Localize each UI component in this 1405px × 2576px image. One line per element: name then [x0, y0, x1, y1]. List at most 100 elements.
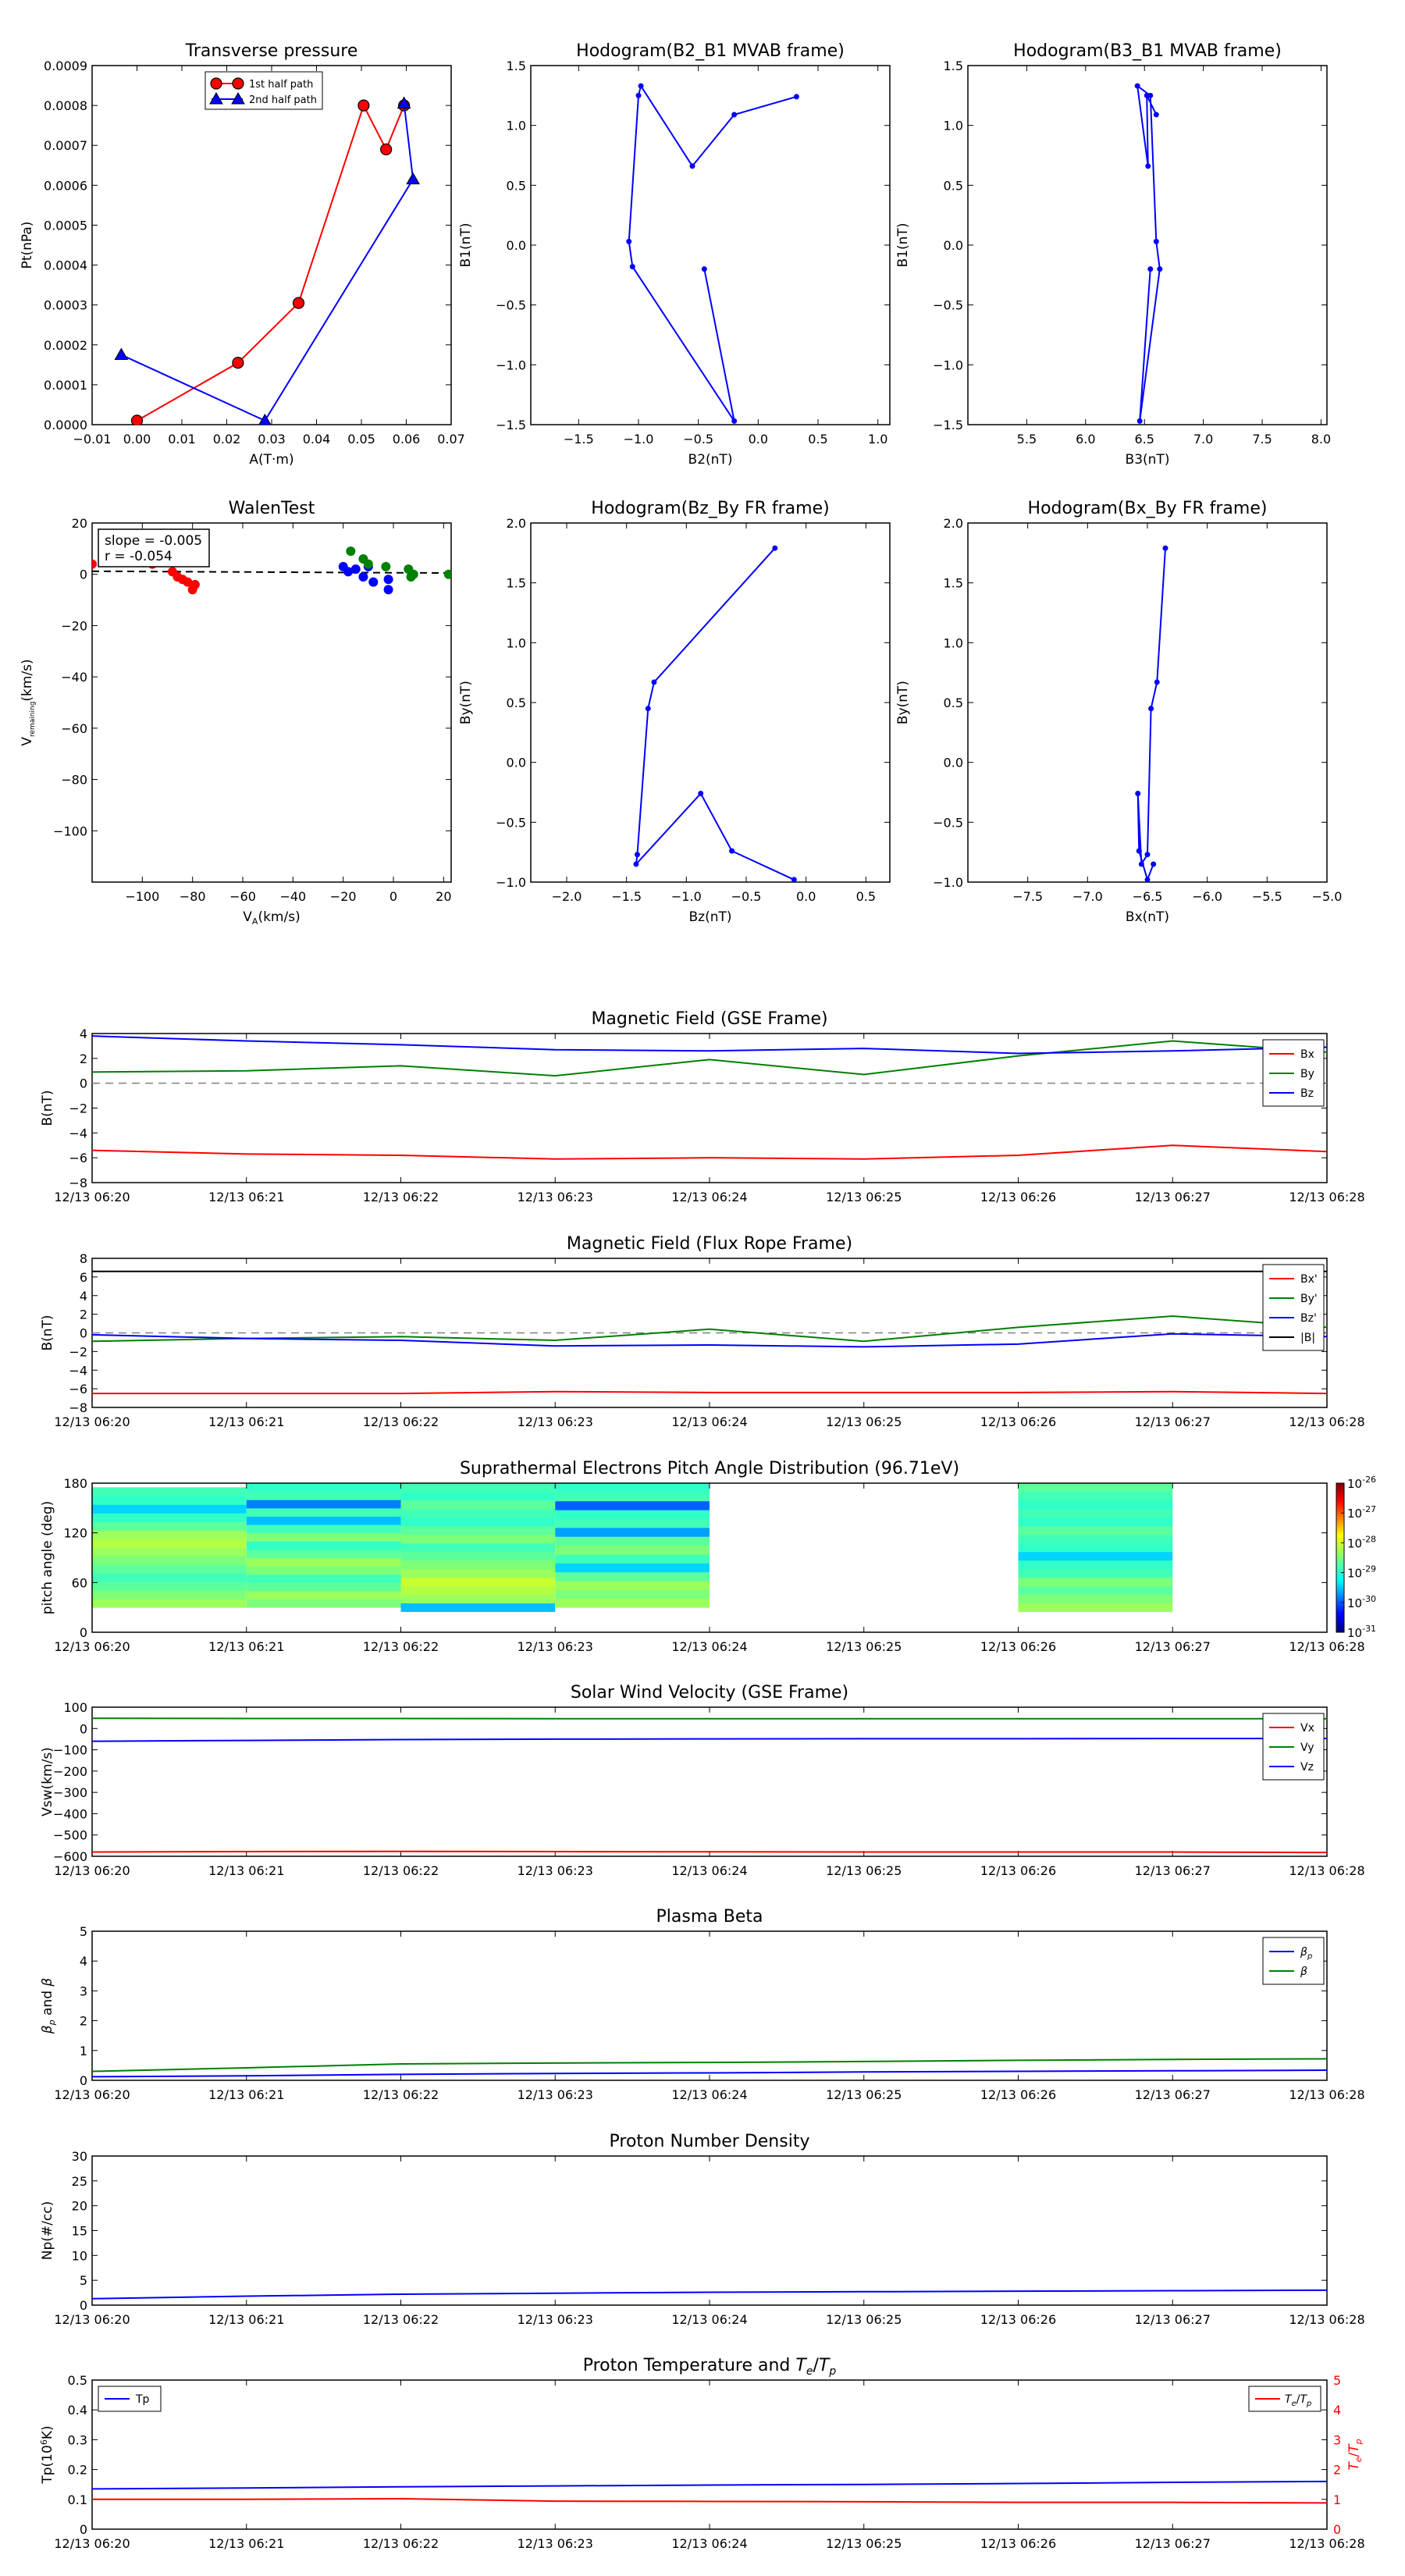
chart-title: Magnetic Field (GSE Frame)	[591, 1009, 827, 1029]
heatmap-cell	[92, 1504, 247, 1514]
x-tick-label: −0.5	[683, 432, 713, 447]
x-axis-label: Bz(nT)	[688, 909, 731, 925]
legend-label: By'	[1300, 1293, 1318, 1305]
x-tick-label: 12/13 06:22	[363, 2312, 439, 2327]
y-tick-label: 5	[80, 2273, 87, 2288]
legend-label-main: β	[1300, 1966, 1307, 1978]
legend-label-part: /	[1297, 2393, 1300, 2406]
colorbar-exponent: -28	[1362, 1534, 1376, 1544]
x-tick-label: 12/13 06:20	[54, 2087, 130, 2102]
chart-hodogram-b2-b1: Hodogram(B2_B1 MVAB frame) −1.5 −1.0 −0.5 0.…	[458, 41, 891, 468]
heatmap-cell	[92, 1590, 247, 1599]
heatmap-cell	[400, 1534, 556, 1544]
y-tick-label: 1.0	[507, 119, 526, 133]
heatmap-cell	[92, 1582, 247, 1591]
y2-axis-label-part: /	[1346, 2452, 1362, 2457]
legend-label: 2nd half path	[249, 94, 317, 106]
y-tick-label: −0.5	[496, 815, 526, 830]
heatmap-cell	[400, 1551, 556, 1561]
y-tick-label: −4	[69, 1363, 87, 1378]
y-tick-label: −0.5	[933, 298, 963, 313]
heatmap-cell	[555, 1563, 710, 1573]
x-tick-label: −1.5	[611, 889, 642, 904]
x-tick-label: 12/13 06:28	[1289, 1639, 1364, 1654]
legend-label-part: T	[1300, 2393, 1307, 2406]
data-point	[772, 545, 778, 551]
y-axis-label: Tp(106K)	[39, 2425, 55, 2484]
y-axis-label: Pt(nPa)	[20, 222, 35, 269]
data-point	[1136, 418, 1143, 424]
x-tick-label: 12/13 06:26	[980, 1190, 1056, 1204]
legend-label: By	[1300, 1068, 1314, 1080]
heatmap-cell	[246, 1590, 401, 1600]
data-point	[791, 877, 797, 882]
y-axis-label-part: β	[40, 1978, 55, 1987]
plot-area	[1135, 545, 1168, 882]
x-tick-label: 12/13 06:23	[518, 1863, 593, 1878]
y-tick-label: −8	[69, 1176, 87, 1190]
plot-area	[114, 96, 420, 425]
x-tick-label: −5.5	[1252, 889, 1282, 904]
y-tick-label: 0	[80, 2522, 87, 2537]
x-tick-label: 0.00	[123, 432, 151, 447]
x-tick-label: 12/13 06:20	[54, 1863, 130, 1878]
y-axis-label-text: pitch angle (deg)	[40, 1501, 55, 1615]
chart-title: Proton Number Density	[610, 2132, 810, 2151]
data-point	[383, 585, 393, 595]
heatmap-cell	[400, 1483, 556, 1493]
heatmap-cell	[1018, 1542, 1173, 1553]
x-tick-label: 12/13 06:26	[980, 1863, 1056, 1878]
plot-area	[626, 83, 799, 424]
x-tick-label: 12/13 06:26	[980, 2312, 1056, 2327]
x-axis-label: VA(km/s)	[243, 909, 300, 927]
y-axis-label-part: β	[40, 2025, 55, 2034]
x-tick-label: 12/13 06:24	[671, 1863, 747, 1878]
annotation-text: r = -0.054	[105, 549, 173, 564]
x-tick-label: 0.01	[168, 432, 196, 447]
y-tick-label: 60	[72, 1575, 87, 1590]
x-tick-label: 12/13 06:20	[54, 1190, 130, 1204]
y-tick-label: −40	[61, 670, 87, 685]
y-tick-label: −1.0	[496, 358, 526, 372]
colorbar-tick-label: 10-31	[1347, 1624, 1376, 1640]
data-point	[210, 77, 222, 90]
y-tick-label: −0.5	[496, 298, 526, 313]
chart-title-math-sub: e	[806, 2365, 813, 2378]
y2-tick-label: 0	[1333, 2522, 1341, 2537]
chart-hodogram-bx-by: Hodogram(Bx_By FR frame) −7.5 −7.0 −6.5 −6.0…	[895, 499, 1342, 925]
colorbar	[1336, 1482, 1345, 1633]
data-point	[350, 564, 361, 575]
x-tick-label: 12/13 06:23	[518, 2087, 593, 2102]
x-tick-label: 12/13 06:20	[54, 2312, 130, 2327]
colorbar-exponent: -31	[1362, 1624, 1376, 1634]
data-point	[209, 91, 223, 105]
x-tick-label: 12/13 06:24	[671, 2087, 747, 2102]
heatmap-cell	[246, 1599, 401, 1608]
legend-label: Bx	[1300, 1048, 1314, 1061]
x-tick-label: 20	[436, 889, 451, 904]
y-axis-label-text: Vsw(km/s)	[40, 1747, 55, 1816]
legend-label: Vz	[1300, 1761, 1314, 1774]
chart-title: Magnetic Field (Flux Rope Frame)	[567, 1234, 852, 1254]
x-axis-label-text: Bx(nT)	[1126, 909, 1169, 925]
y-tick-label: 1	[80, 2044, 87, 2058]
y-tick-label: −1.5	[933, 418, 963, 432]
y-tick-label: 2	[80, 1051, 87, 1066]
y-tick-label: 0.0007	[44, 138, 87, 153]
y-tick-label: 2	[80, 1308, 87, 1322]
colorbar-exponent: -30	[1362, 1594, 1376, 1604]
x-tick-label: 12/13 06:21	[208, 2087, 284, 2102]
x-tick-label: 12/13 06:26	[980, 2536, 1056, 2551]
x-tick-label: 12/13 06:24	[671, 1639, 747, 1654]
data-point	[343, 567, 354, 577]
data-point	[397, 96, 411, 109]
y-tick-label: −1.0	[933, 875, 963, 890]
data-point	[368, 577, 379, 587]
y-tick-label: 1.0	[944, 119, 963, 133]
data-point	[1153, 238, 1159, 244]
y-axis-label-main: V	[20, 737, 35, 746]
plot-area	[633, 545, 797, 882]
chart-hodogram-bz-by: Hodogram(Bz_By FR frame) −2.0 −1.5 −1.0 −0.5…	[458, 499, 891, 925]
plot-area	[92, 1035, 1327, 1160]
heatmap-cell	[555, 1536, 710, 1546]
